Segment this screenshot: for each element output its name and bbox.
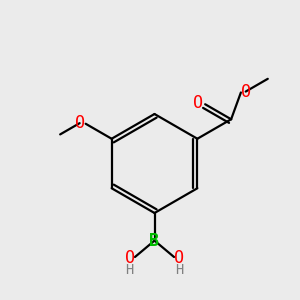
Text: O: O [174, 249, 184, 267]
Text: O: O [75, 114, 85, 132]
Text: B: B [149, 232, 160, 250]
Text: H: H [175, 262, 184, 277]
Text: O: O [124, 249, 135, 267]
Text: H: H [125, 262, 134, 277]
Text: O: O [241, 82, 251, 100]
Text: O: O [193, 94, 203, 112]
